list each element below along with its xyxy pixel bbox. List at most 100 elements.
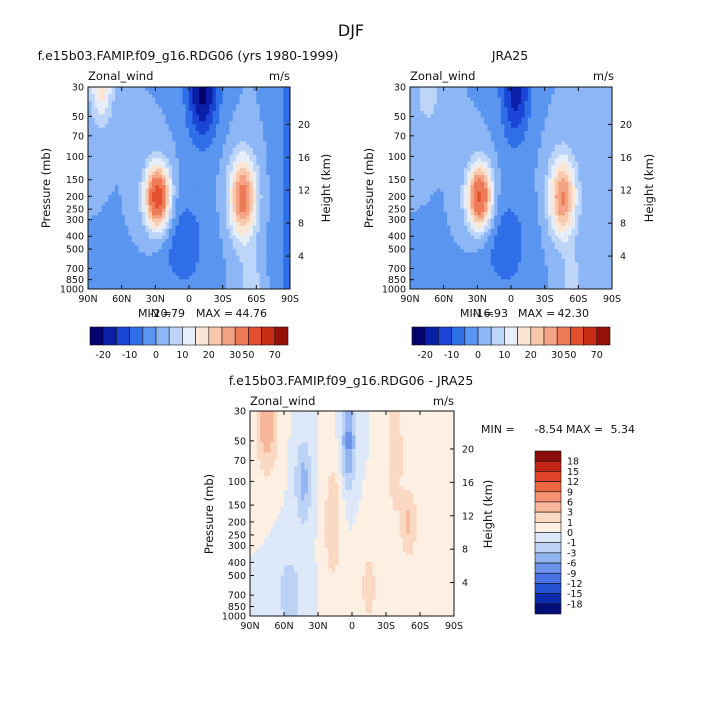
- contour-cell: [517, 268, 522, 273]
- contour-cell: [209, 211, 213, 216]
- contour-cell: [195, 144, 200, 148]
- contour-cell: [94, 191, 99, 196]
- contour-cell: [192, 191, 197, 196]
- contour-cell: [138, 188, 143, 192]
- contour-cell: [416, 258, 421, 263]
- contour-cell: [507, 248, 512, 253]
- contour-cell: [276, 147, 281, 152]
- contour-cell: [236, 265, 240, 270]
- contour-cell: [108, 194, 112, 199]
- contour-cell: [182, 221, 187, 226]
- contour-cell: [175, 251, 180, 256]
- contour-cell: [202, 184, 207, 189]
- contour-cell: [276, 255, 281, 260]
- contour-cell: [135, 221, 139, 226]
- contour-cell: [443, 248, 448, 253]
- contour-cell: [266, 204, 271, 209]
- contour-cell: [98, 137, 102, 142]
- contour-cell: [165, 120, 170, 125]
- contour-cell: [273, 144, 277, 148]
- contour-cell: [178, 184, 183, 189]
- contour-cell: [148, 171, 153, 175]
- contour-cell: [473, 231, 478, 236]
- contour-cell: [175, 181, 180, 186]
- contour-cell: [175, 194, 180, 199]
- contour-cell: [199, 204, 203, 209]
- contour-cell: [114, 248, 119, 253]
- contour-cell: [423, 285, 428, 290]
- contour-cell: [585, 228, 589, 233]
- contour-cell: [125, 265, 129, 270]
- contour-cell: [215, 147, 220, 152]
- contour-cell: [98, 157, 102, 162]
- contour-cell: [256, 157, 261, 162]
- contour-cell: [151, 225, 156, 229]
- contour-cell: [490, 214, 495, 219]
- contour-cell: [185, 191, 190, 196]
- contour-cell: [192, 225, 197, 229]
- contour-cell: [182, 204, 187, 209]
- contour-cell: [162, 228, 166, 233]
- contour-cell: [162, 124, 166, 128]
- contour-cell: [125, 103, 129, 108]
- contour-cell: [585, 275, 589, 280]
- contour-cell: [279, 157, 284, 162]
- contour-cell: [215, 211, 220, 216]
- contour-cell: [236, 198, 240, 202]
- contour-cell: [205, 268, 210, 273]
- contour-cell: [269, 218, 274, 223]
- contour-cell: [232, 140, 237, 145]
- contour-cell: [537, 282, 542, 287]
- contour-cell: [514, 231, 519, 236]
- contour-cell: [410, 285, 414, 290]
- contour-cell: [232, 134, 237, 138]
- contour-cell: [111, 184, 116, 189]
- contour-cell: [440, 258, 445, 263]
- contour-cell: [490, 282, 495, 287]
- contour-cell: [440, 268, 445, 273]
- contour-cell: [273, 275, 277, 280]
- contour-cell: [212, 144, 217, 148]
- contour-cell: [500, 265, 505, 270]
- contour-cell: [125, 201, 129, 206]
- contour-cell: [236, 194, 240, 199]
- contour-cell: [125, 272, 129, 276]
- contour-cell: [94, 150, 99, 155]
- contour-cell: [155, 164, 160, 169]
- contour-cell: [276, 181, 281, 186]
- contour-cell: [172, 218, 176, 223]
- contour-cell: [162, 150, 166, 155]
- contour-cell: [598, 258, 603, 263]
- contour-cell: [158, 198, 163, 202]
- contour-cell: [430, 275, 434, 280]
- contour-cell: [266, 208, 271, 212]
- contour-cell: [416, 225, 421, 229]
- contour-cell: [205, 218, 210, 223]
- contour-cell: [195, 134, 200, 138]
- contour-cell: [148, 97, 153, 101]
- contour-cell: [165, 117, 170, 122]
- contour-cell: [165, 238, 170, 243]
- contour-cell: [585, 245, 589, 249]
- contour-cell: [588, 282, 593, 287]
- contour-cell: [202, 225, 207, 229]
- contour-cell: [259, 97, 264, 101]
- contour-cell: [537, 235, 542, 239]
- contour-cell: [165, 177, 170, 182]
- contour-cell: [578, 255, 583, 260]
- contour-cell: [286, 211, 291, 216]
- contour-cell: [108, 191, 112, 196]
- contour-cell: [487, 241, 492, 246]
- contour-cell: [276, 157, 281, 162]
- contour-cell: [473, 262, 478, 266]
- contour-cell: [212, 262, 217, 266]
- contour-cell: [273, 154, 277, 159]
- contour-cell: [222, 130, 227, 135]
- contour-cell: [232, 113, 237, 118]
- contour-cell: [148, 282, 153, 287]
- contour-cell: [561, 218, 566, 223]
- contour-cell: [544, 262, 549, 266]
- contour-cell: [286, 147, 291, 152]
- contour-cell: [279, 177, 284, 182]
- contour-cell: [205, 90, 210, 95]
